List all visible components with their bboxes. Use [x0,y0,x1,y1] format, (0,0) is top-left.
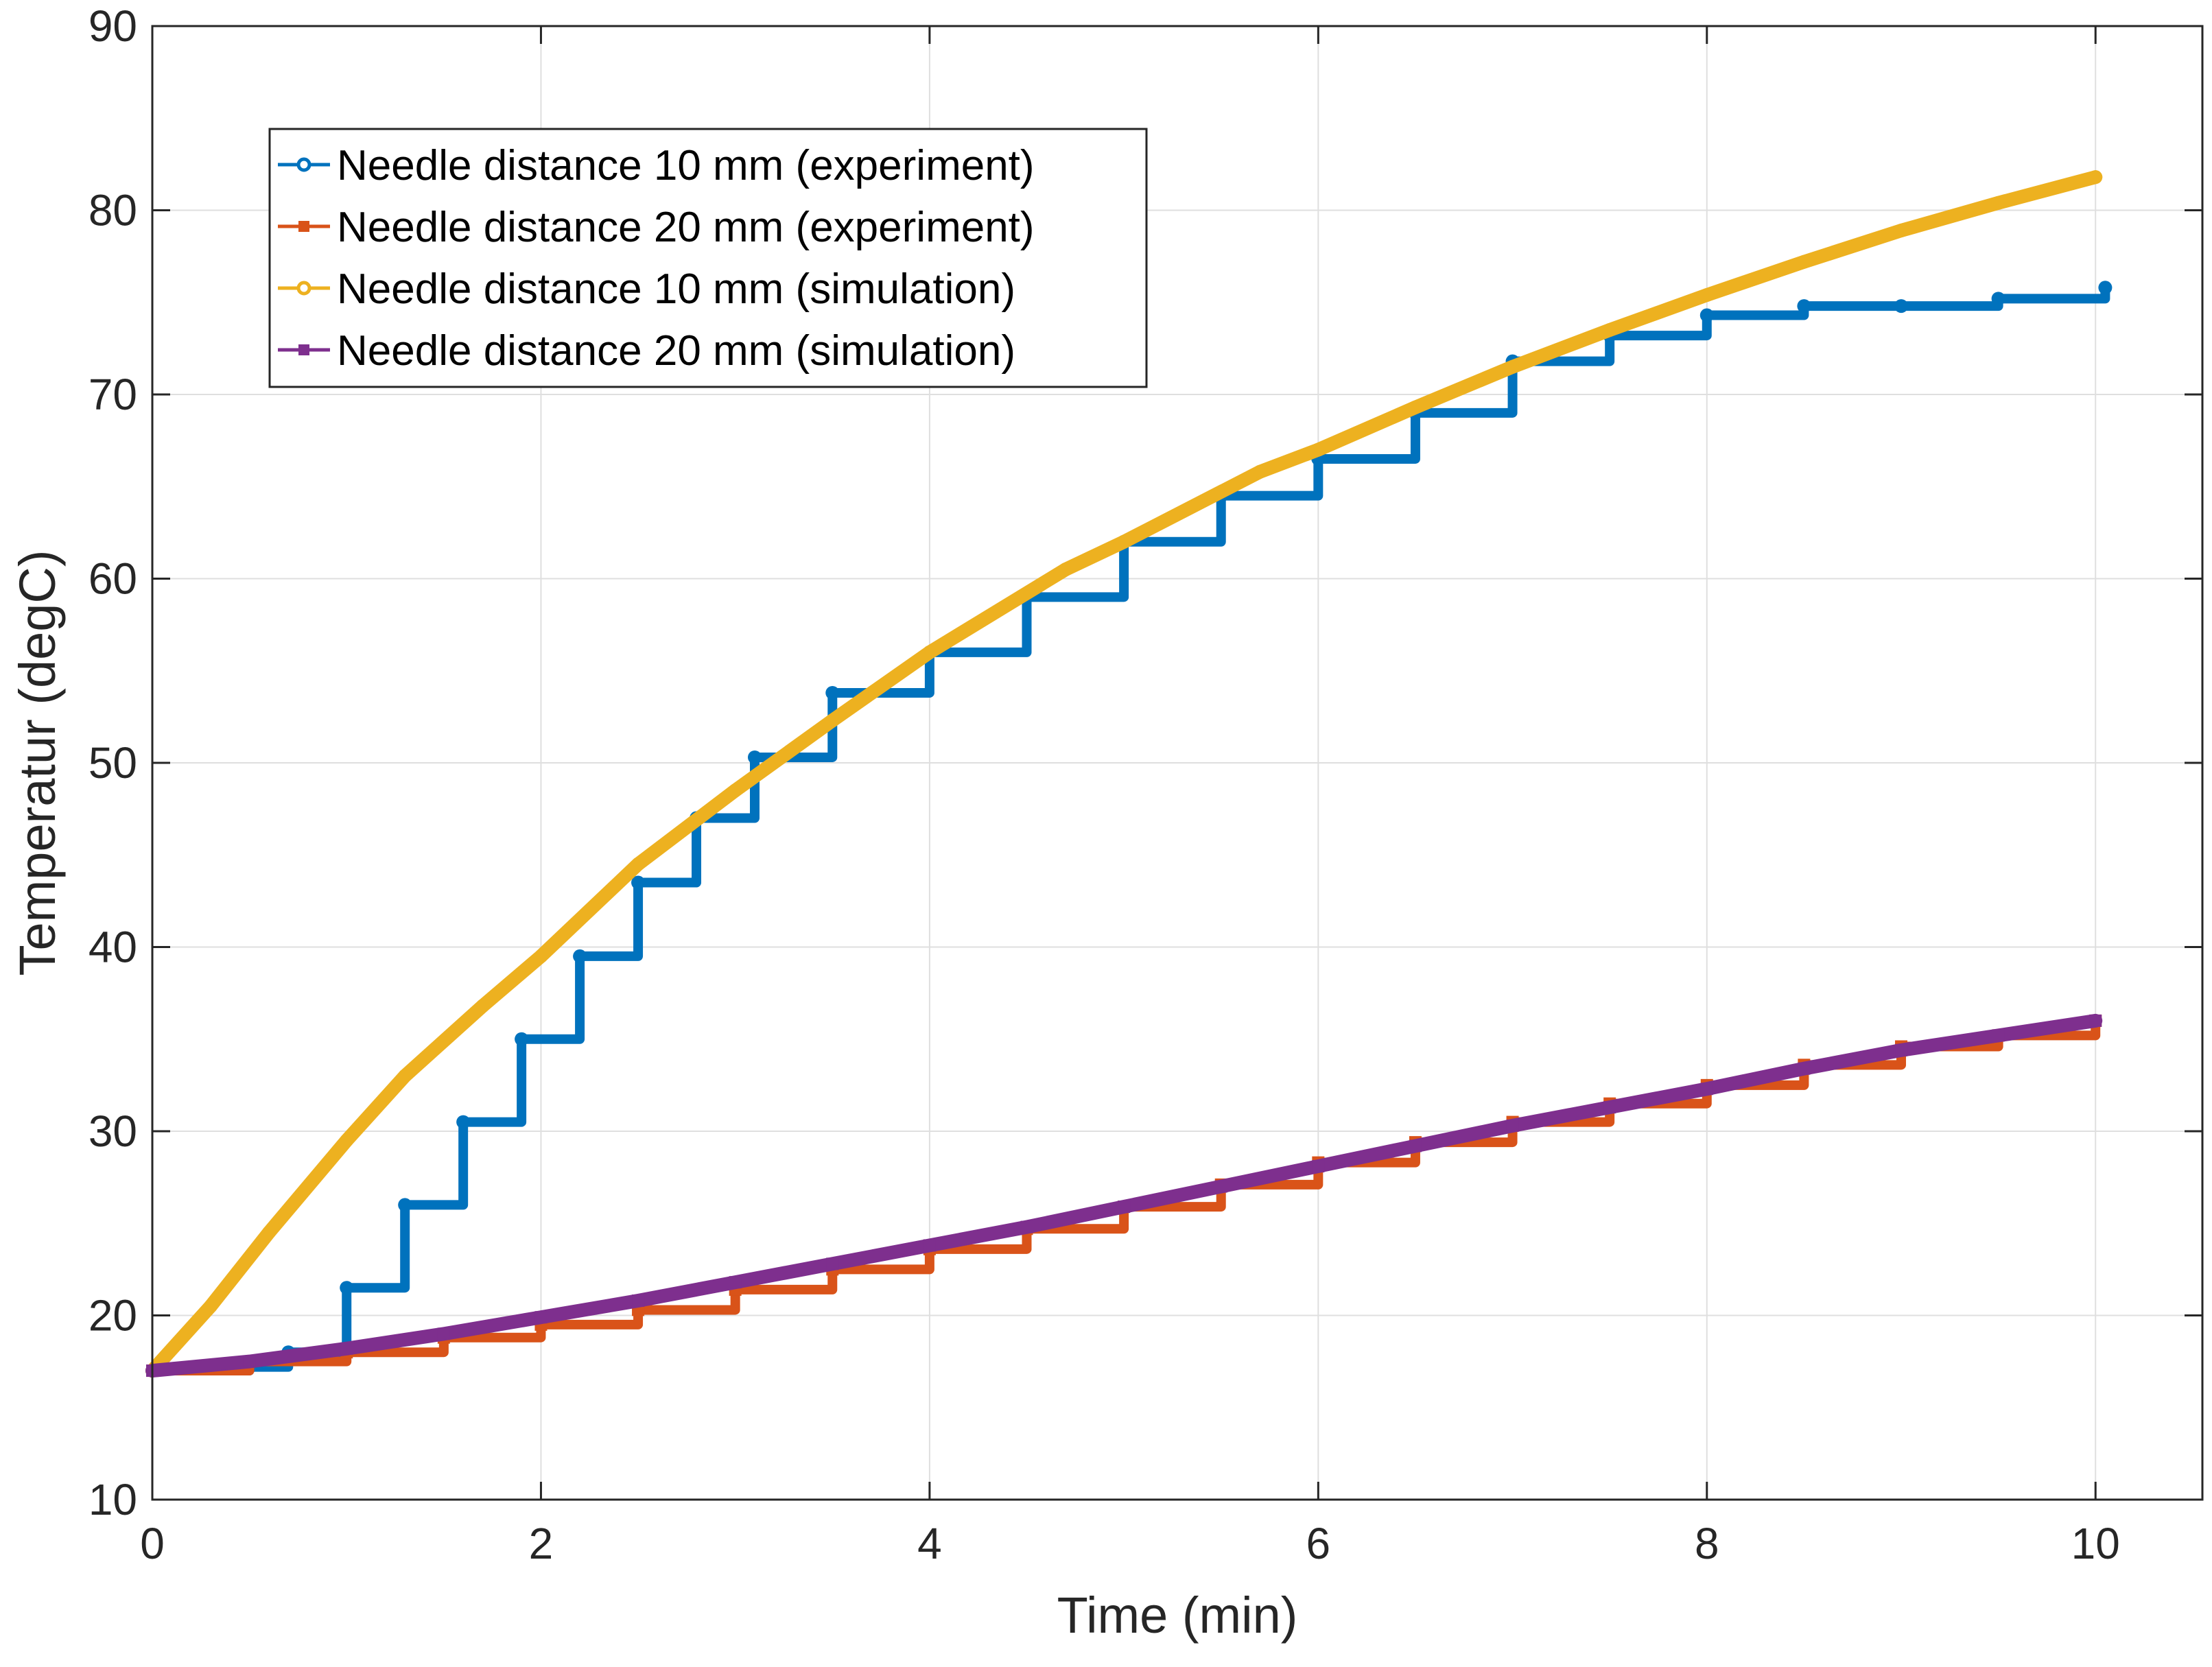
data-point-sim-20mm [340,1342,353,1355]
ticks: 0 2 4 6 8 10 10 20 30 40 50 60 70 80 90 [89,1,2202,1568]
data-point-sim-20mm [1118,1201,1131,1214]
data-point-sim-10mm [1991,196,2005,210]
series-layer [145,170,2113,1378]
legend-label-sim-20mm: Needle distance 20 mm (simulation) [337,327,1015,375]
data-point-sim-10mm [1311,442,1326,457]
data-point-sim-10mm [398,1069,412,1083]
data-point-sim-20mm [923,1239,936,1252]
data-point-sim-20mm [243,1355,256,1368]
data-point-exp-10mm [340,1281,354,1295]
y-tick-label: 20 [89,1291,137,1340]
legend-box [268,128,1148,388]
data-point-exp-10mm [1797,299,1811,314]
data-point-sim-10mm [534,949,548,963]
data-point-sim-10mm [2089,170,2103,185]
legend: Needle distance 10 mm (experiment) Needle… [268,128,1148,388]
y-axis-label: Temperatur (degC) [9,549,66,976]
y-tick-label: 50 [89,738,137,788]
data-point-sim-10mm [1505,359,1520,374]
data-point-sim-20mm [534,1311,548,1324]
data-point-sim-20mm [1603,1101,1616,1114]
data-point-sim-10mm [1603,323,1617,338]
y-tick-label: 10 [89,1475,137,1524]
data-point-exp-10mm [398,1198,412,1212]
data-point-exp-10mm [2098,281,2113,295]
y-tick-label: 40 [89,923,137,972]
x-tick-label: 10 [2071,1519,2120,1568]
data-point-exp-10mm [1894,299,1909,314]
data-point-sim-20mm [1992,1029,2005,1042]
x-tick-label: 0 [140,1519,165,1568]
data-point-sim-20mm [1798,1062,1811,1075]
data-point-sim-10mm [825,713,840,728]
data-point-sim-20mm [1312,1160,1325,1173]
y-tick-label: 70 [89,370,137,419]
data-point-sim-10mm [340,1133,354,1148]
data-point-sim-10mm [475,999,490,1013]
legend-marker-exp-20mm [298,221,309,232]
data-point-sim-20mm [1214,1180,1227,1193]
y-tick-label: 60 [89,554,137,604]
data-point-sim-10mm [1117,534,1131,549]
data-point-sim-20mm [437,1327,450,1340]
data-point-sim-20mm [632,1294,645,1308]
data-point-sim-10mm [203,1299,217,1314]
x-tick-label: 2 [529,1519,554,1568]
data-point-sim-10mm [631,857,646,871]
data-point-exp-10mm [456,1115,471,1129]
legend-marker-sim-20mm [298,344,309,355]
legend-label-sim-10mm: Needle distance 10 mm (simulation) [337,265,1015,313]
data-point-sim-20mm [826,1257,839,1270]
data-point-exp-10mm [573,949,587,963]
x-tick-label: 6 [1306,1519,1331,1568]
data-point-sim-20mm [1700,1083,1713,1096]
data-point-sim-10mm [1059,563,1073,577]
data-point-sim-10mm [922,645,937,659]
data-point-sim-10mm [261,1225,276,1240]
y-tick-label: 90 [89,1,137,51]
x-tick-label: 4 [917,1519,942,1568]
data-point-sim-20mm [2089,1014,2102,1027]
legend-label-exp-10mm: Needle distance 10 mm (experiment) [337,142,1035,189]
data-point-exp-10mm [825,685,840,700]
data-point-sim-10mm [1408,400,1422,414]
data-point-sim-10mm [1894,224,1909,238]
series-line-exp-10mm [148,283,2110,1376]
data-point-sim-20mm [729,1276,742,1289]
x-tick-label: 8 [1695,1519,1719,1568]
series-sim-20mm [145,1013,2103,1378]
data-point-sim-10mm [1253,464,1267,479]
data-point-sim-10mm [1699,288,1714,303]
data-point-exp-10mm [1991,292,2005,306]
series-sim-10mm [145,170,2103,1378]
x-axis-label: Time (min) [1057,1587,1298,1644]
data-point-sim-20mm [1895,1043,1908,1056]
data-point-exp-10mm [747,750,762,764]
data-point-exp-10mm [631,875,646,890]
data-point-exp-10mm [1699,308,1714,322]
y-tick-label: 30 [89,1107,137,1156]
data-point-exp-10mm [515,1032,529,1046]
y-tick-label: 80 [89,186,137,235]
data-point-sim-20mm [1409,1139,1422,1152]
data-point-sim-20mm [1506,1119,1519,1132]
data-point-sim-20mm [1020,1220,1033,1233]
legend-marker-sim-10mm [296,281,311,296]
data-point-sim-10mm [728,783,742,798]
legend-marker-exp-10mm [296,157,311,172]
data-point-sim-10mm [1797,255,1811,269]
legend-label-exp-20mm: Needle distance 20 mm (experiment) [337,204,1035,251]
